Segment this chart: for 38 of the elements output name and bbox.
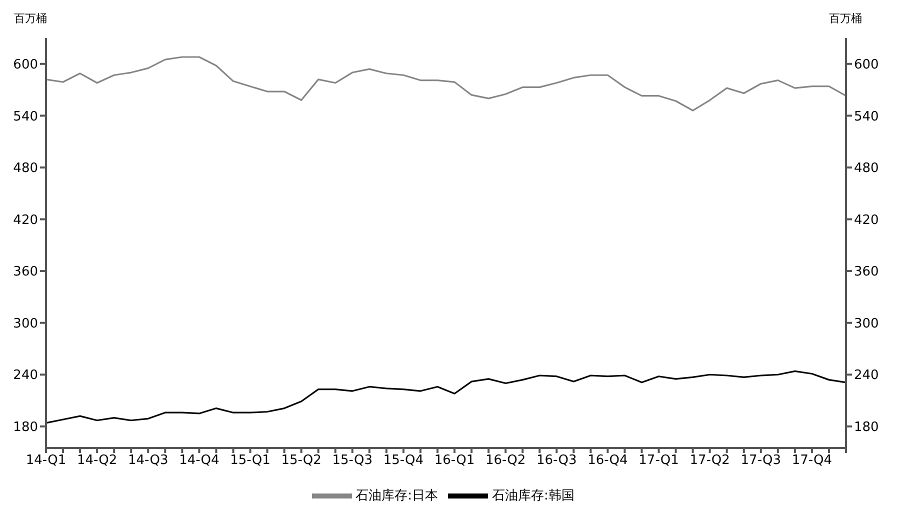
legend-label: 石油库存:日本 (356, 488, 438, 504)
legend-label: 石油库存:韩国 (492, 488, 574, 504)
line-series (45, 56, 847, 112)
y2-tick-label: 300 (854, 316, 879, 332)
y2-axis-title: 百万桶 (829, 12, 862, 25)
line-series (45, 370, 847, 424)
x-tick-label: 15-Q4 (383, 453, 424, 468)
y2-tick-label: 420 (854, 212, 879, 228)
y-tick-label: 540 (13, 109, 38, 124)
x-tick-label: 14-Q2 (76, 453, 118, 468)
y-tick-label: 600 (13, 58, 38, 73)
x-tick-label: 17-Q3 (740, 453, 782, 468)
y2-tick-label: 240 (854, 368, 879, 384)
x-tick-label: 15-Q1 (230, 453, 270, 468)
x-tick-label: 14-Q1 (26, 453, 66, 468)
x-tick-label: 17-Q4 (792, 453, 832, 468)
x-tick-label: 16-Q4 (588, 453, 628, 468)
y-axis-title: 百万桶 (14, 12, 47, 25)
y2-tick-label: 540 (854, 109, 879, 124)
x-tick-label: 14-Q3 (128, 453, 168, 468)
y-tick-label: 420 (13, 212, 38, 228)
y-tick-label: 180 (13, 420, 38, 436)
y2-tick-label: 180 (854, 420, 879, 436)
x-tick-label: 15-Q2 (281, 453, 322, 468)
x-tick-label: 15-Q3 (332, 453, 372, 468)
x-tick-label: 17-Q1 (638, 453, 679, 468)
x-tick-label: 16-Q2 (485, 453, 526, 468)
y2-tick-label: 600 (854, 58, 879, 73)
x-tick-label: 17-Q2 (690, 453, 730, 468)
y2-tick-label: 480 (854, 161, 879, 176)
x-tick-label: 14-Q4 (179, 453, 220, 468)
x-tick-label: 16-Q3 (536, 453, 577, 468)
y-tick-label: 360 (13, 264, 38, 280)
y-tick-label: 240 (13, 368, 38, 384)
y-tick-label: 480 (13, 161, 38, 176)
y-tick-label: 300 (13, 316, 38, 332)
y2-tick-label: 360 (854, 264, 879, 280)
x-tick-label: 16-Q1 (434, 453, 475, 468)
